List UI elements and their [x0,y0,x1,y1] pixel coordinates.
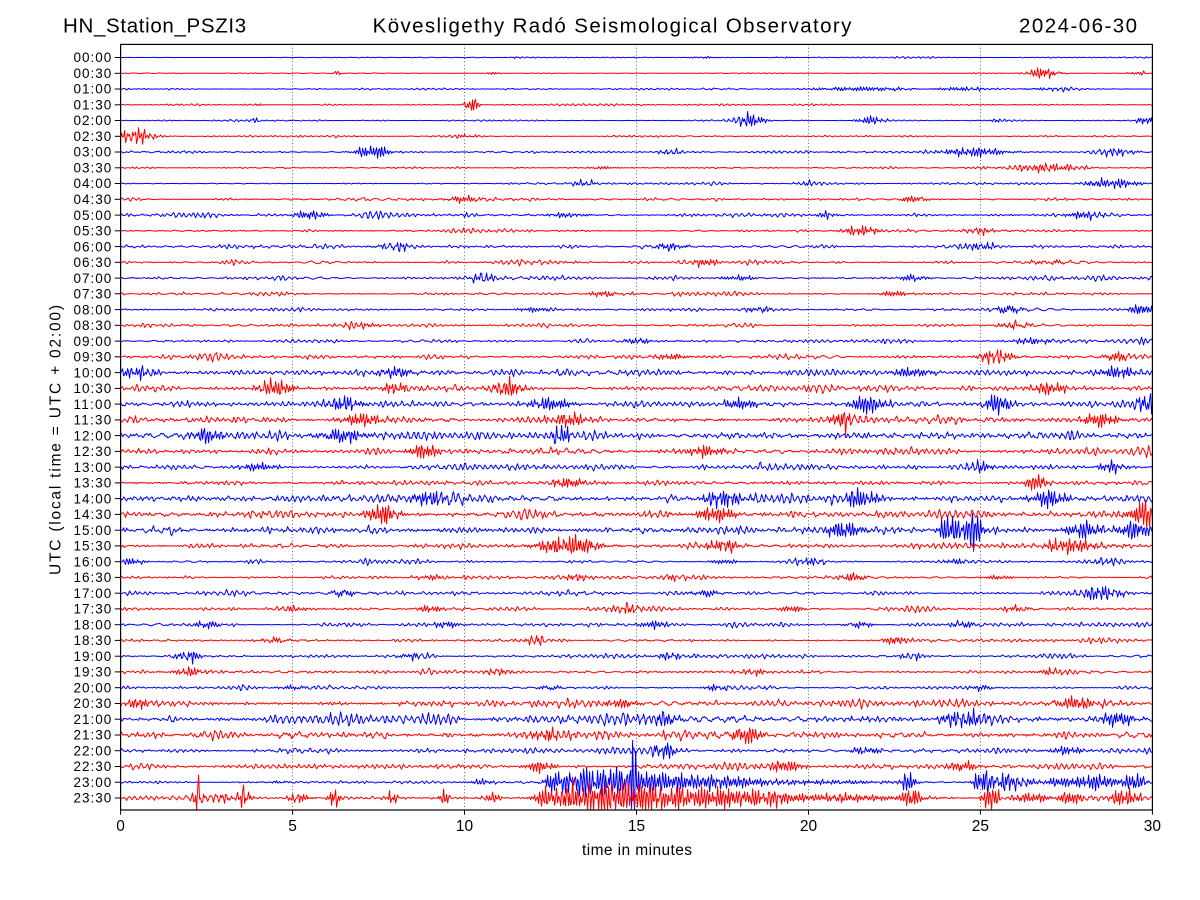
svg-text:09:30: 09:30 [74,350,112,365]
svg-text:02:00: 02:00 [74,113,112,128]
svg-text:05:30: 05:30 [74,224,112,239]
svg-text:01:30: 01:30 [74,98,112,113]
svg-text:UTC (local time = UTC + 02:00): UTC (local time = UTC + 02:00) [48,305,65,575]
svg-text:13:30: 13:30 [74,476,112,491]
svg-text:00:30: 00:30 [74,66,112,81]
svg-text:21:30: 21:30 [74,728,112,743]
svg-text:22:30: 22:30 [74,759,112,774]
svg-text:21:00: 21:00 [74,712,112,727]
svg-text:14:00: 14:00 [74,491,112,506]
svg-text:20:30: 20:30 [74,696,112,711]
svg-text:06:30: 06:30 [74,255,112,270]
svg-text:17:00: 17:00 [74,586,112,601]
svg-text:05:00: 05:00 [74,208,112,223]
svg-text:07:00: 07:00 [74,271,112,286]
svg-text:22:00: 22:00 [74,743,112,758]
svg-text:15: 15 [628,818,645,835]
svg-text:18:30: 18:30 [74,633,112,648]
svg-text:15:30: 15:30 [74,539,112,554]
svg-text:00:00: 00:00 [74,50,112,65]
svg-text:30: 30 [1144,818,1162,835]
svg-text:06:00: 06:00 [74,239,112,254]
svg-text:08:30: 08:30 [74,318,112,333]
svg-text:03:00: 03:00 [74,145,112,160]
svg-text:15:00: 15:00 [74,523,112,538]
svg-text:5: 5 [288,818,297,835]
svg-text:09:00: 09:00 [74,334,112,349]
svg-text:13:00: 13:00 [74,460,112,475]
svg-text:19:30: 19:30 [74,665,112,680]
svg-text:07:30: 07:30 [74,287,112,302]
svg-text:10:00: 10:00 [74,365,112,380]
svg-text:11:00: 11:00 [74,397,112,412]
svg-text:2024-06-30: 2024-06-30 [1019,14,1137,37]
svg-text:10:30: 10:30 [74,381,112,396]
svg-text:16:00: 16:00 [74,554,112,569]
svg-text:20: 20 [800,818,818,835]
svg-text:12:00: 12:00 [74,428,112,443]
svg-text:time in minutes: time in minutes [582,842,692,859]
svg-text:02:30: 02:30 [74,129,112,144]
svg-text:0: 0 [116,818,125,835]
svg-text:18:00: 18:00 [74,617,112,632]
svg-text:19:00: 19:00 [74,649,112,664]
svg-text:25: 25 [972,818,989,835]
svg-text:10: 10 [456,818,474,835]
svg-text:Kövesligethy Radó Seismologica: Kövesligethy Radó Seismological Observat… [373,14,852,37]
svg-text:16:30: 16:30 [74,570,112,585]
svg-text:11:30: 11:30 [74,413,112,428]
svg-text:23:30: 23:30 [74,791,112,806]
svg-text:04:00: 04:00 [74,176,112,191]
svg-text:03:30: 03:30 [74,161,112,176]
svg-text:HN_Station_PSZI3: HN_Station_PSZI3 [63,14,246,37]
svg-text:14:30: 14:30 [74,507,112,522]
svg-text:04:30: 04:30 [74,192,112,207]
svg-text:01:00: 01:00 [74,82,112,97]
svg-text:12:30: 12:30 [74,444,112,459]
svg-text:20:00: 20:00 [74,680,112,695]
svg-text:17:30: 17:30 [74,602,112,617]
svg-text:08:00: 08:00 [74,302,112,317]
svg-text:23:00: 23:00 [74,775,112,790]
